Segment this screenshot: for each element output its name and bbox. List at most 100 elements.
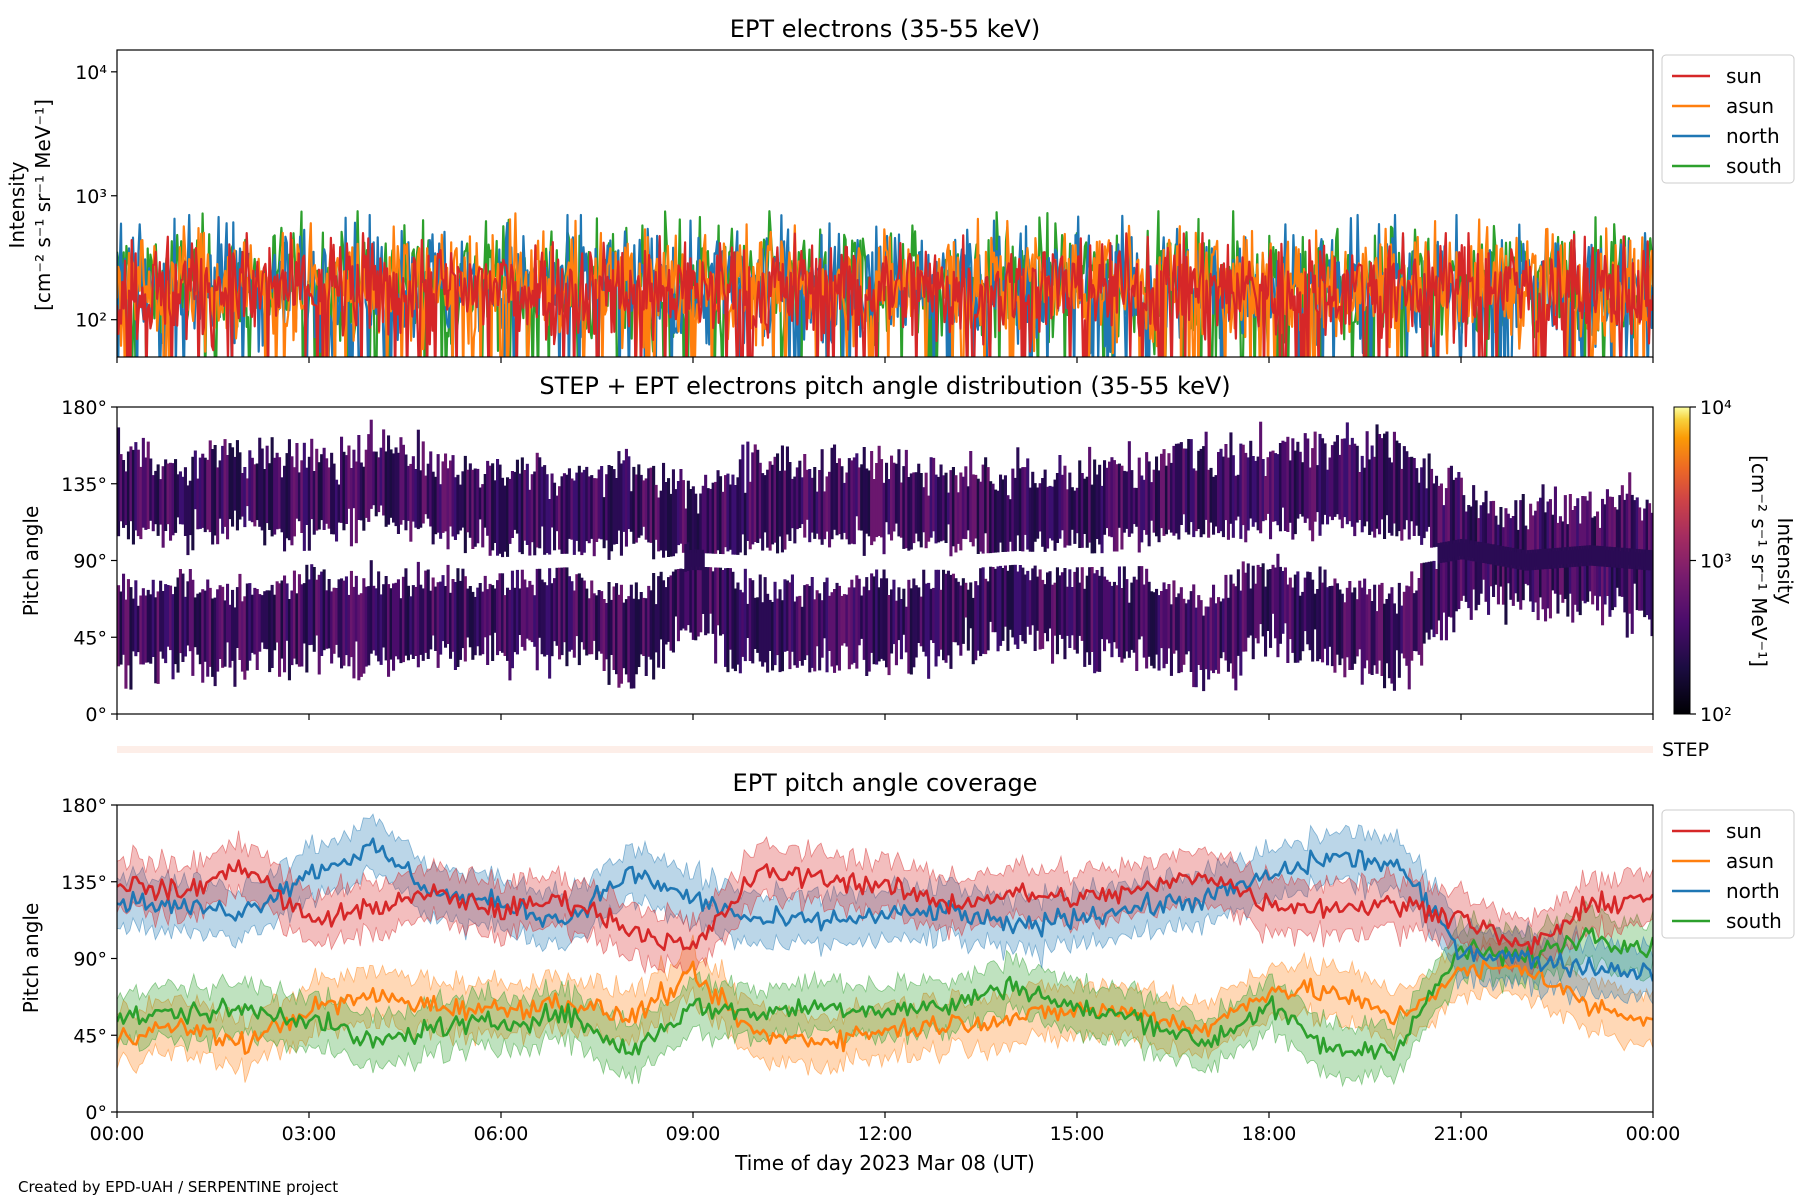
y-tick-label: 10⁴ — [75, 62, 107, 84]
pad-cell — [1063, 465, 1067, 548]
pad-cell — [728, 484, 732, 550]
pad-cell — [297, 574, 301, 667]
pad-cell — [989, 566, 993, 622]
pad-cell — [1551, 565, 1555, 591]
pad-cell — [815, 590, 819, 647]
pad-cell — [1630, 548, 1634, 569]
pad-cell — [1298, 595, 1302, 661]
pad-cell — [1392, 431, 1396, 524]
pad-cell — [709, 567, 713, 614]
pad-cell — [146, 589, 150, 663]
pad-cell — [1031, 471, 1035, 552]
pad-cell — [1169, 604, 1173, 676]
pad-cell — [1120, 588, 1124, 663]
pad-cell — [1046, 572, 1050, 642]
pad-cell — [193, 450, 197, 510]
pad-cell — [644, 478, 648, 540]
pad-cell — [1162, 449, 1166, 536]
pad-cell — [979, 568, 983, 657]
x-tick-label: 12:00 — [858, 1123, 913, 1145]
pad-cell — [335, 588, 339, 645]
pad-cell — [216, 467, 220, 545]
pad-cell — [1583, 545, 1587, 567]
pad-cell — [560, 476, 564, 554]
pad-cell — [1236, 569, 1240, 656]
pad-cell — [1558, 564, 1562, 595]
pad-cell — [473, 468, 477, 547]
pad-cell — [1635, 565, 1639, 611]
pad-cell — [711, 482, 715, 554]
pad-cell — [1648, 503, 1652, 554]
pad-cell — [1588, 491, 1592, 549]
pad-cell — [238, 573, 242, 660]
pad-cell — [1264, 476, 1268, 521]
pad-cell — [287, 439, 291, 541]
pad-cell — [1043, 584, 1047, 634]
pad-cell — [768, 599, 772, 651]
pad-cell — [453, 477, 457, 540]
pad-cell — [1254, 460, 1258, 523]
pad-cell — [815, 491, 819, 534]
pad-cell — [283, 465, 287, 552]
pad-cell — [233, 607, 237, 687]
pad-cell — [1085, 575, 1089, 653]
pad-cell — [575, 472, 579, 541]
pad-cell — [1499, 545, 1503, 567]
pad-cell — [1229, 432, 1233, 524]
pad-cell — [1278, 443, 1282, 532]
pad-cell — [1276, 553, 1280, 658]
pad-cell — [530, 474, 534, 543]
pad-cell — [1410, 456, 1414, 522]
pad-cell — [1358, 472, 1362, 520]
pad-cell — [1065, 586, 1069, 636]
pad-cell — [627, 596, 631, 683]
pad-cell — [1422, 562, 1426, 644]
pad-cell — [1571, 510, 1575, 550]
pad-cell — [582, 469, 586, 553]
pad-cell — [642, 480, 646, 527]
pad-cell — [238, 452, 242, 520]
pad-cell — [164, 459, 168, 531]
pad-cell — [404, 454, 408, 531]
pad-cell — [1286, 436, 1290, 532]
pad-cell — [870, 451, 874, 546]
pad-cell — [1464, 539, 1468, 560]
pad-cell — [1566, 564, 1570, 617]
pad-cell — [201, 589, 205, 683]
legend-label-north: north — [1726, 879, 1780, 903]
pad-cell — [1581, 562, 1585, 601]
pad-cell — [1122, 470, 1126, 533]
pad-cell — [1078, 582, 1082, 636]
pad-cell — [1095, 474, 1099, 539]
pad-cell — [580, 577, 584, 643]
pad-cell — [1212, 584, 1216, 674]
pad-cell — [223, 600, 227, 667]
pad-cell — [364, 586, 368, 667]
pad-cell — [159, 580, 163, 652]
pad-cell — [852, 587, 856, 663]
pad-cell — [570, 581, 574, 650]
pad-cell — [166, 463, 170, 525]
pad-cell — [919, 596, 923, 647]
pad-cell — [788, 462, 792, 541]
pad-cell — [1358, 580, 1362, 650]
pad-cell — [1068, 569, 1072, 648]
pad-cell — [875, 463, 879, 538]
pad-cell — [1623, 547, 1627, 569]
pad-cell — [1437, 485, 1441, 547]
pad-cell — [1556, 547, 1560, 569]
pad-cell — [1417, 578, 1421, 655]
pad-cell — [1479, 542, 1483, 563]
pad-cell — [208, 440, 212, 533]
pad-cell — [894, 463, 898, 524]
pad-cell — [1427, 561, 1431, 640]
pad-cell — [971, 474, 975, 547]
pad-cell — [1618, 547, 1622, 568]
pad-cell — [471, 591, 475, 660]
pad-cell — [1586, 545, 1590, 566]
pad-cell — [1561, 547, 1565, 568]
pad-cell — [1598, 563, 1602, 597]
pad-cell — [966, 589, 970, 651]
pad-cell — [624, 599, 628, 675]
pad-cell — [1368, 589, 1372, 674]
